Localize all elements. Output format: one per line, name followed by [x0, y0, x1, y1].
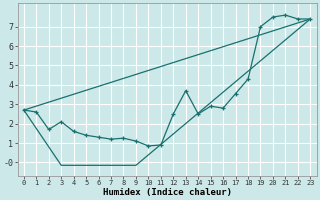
X-axis label: Humidex (Indice chaleur): Humidex (Indice chaleur) — [103, 188, 232, 197]
